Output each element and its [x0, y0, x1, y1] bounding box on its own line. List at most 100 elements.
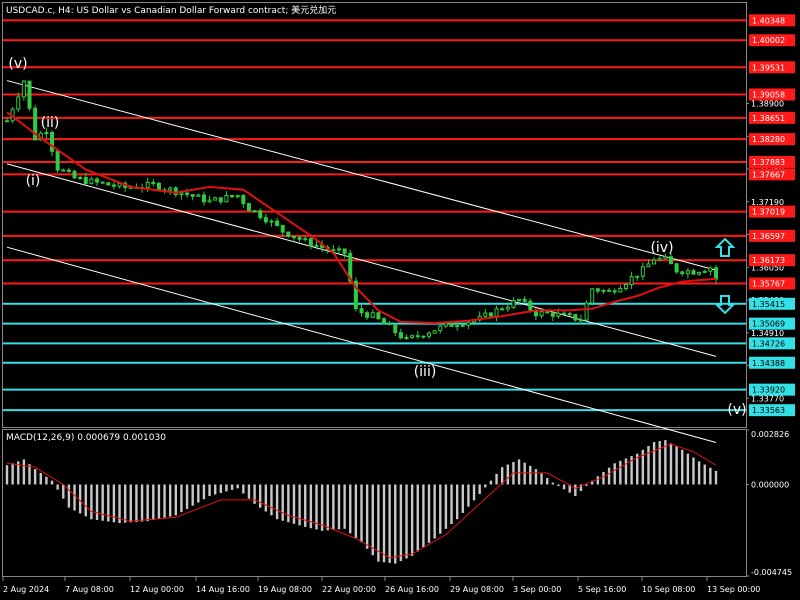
macd-bar	[208, 484, 211, 497]
candle-body	[466, 321, 471, 326]
macd-bar	[568, 484, 571, 493]
price-tick-label: 1.37190	[751, 198, 784, 207]
candle-body	[308, 238, 313, 247]
macd-bar	[213, 484, 217, 495]
macd-bar	[140, 484, 144, 522]
macd-bar	[230, 484, 234, 490]
macd-bar	[422, 484, 425, 548]
candle-body	[657, 257, 662, 261]
macd-bar	[636, 453, 639, 485]
macd-bar	[641, 449, 645, 485]
candle-body	[449, 322, 454, 327]
candle-body	[263, 217, 268, 223]
macd-bar	[5, 465, 9, 485]
candle-body	[646, 263, 651, 268]
support-price-label: 1.33563	[749, 404, 795, 417]
candle-body	[511, 300, 516, 308]
candle-body	[674, 263, 679, 273]
macd-bar	[382, 484, 386, 563]
macd-bar	[562, 484, 566, 490]
candle-body	[179, 192, 184, 195]
candle-body	[708, 267, 713, 272]
macd-bar	[247, 484, 251, 499]
candle-body	[443, 322, 448, 327]
macd-bar	[129, 484, 132, 523]
wave-label: (v)	[8, 56, 27, 72]
macd-bar	[506, 464, 510, 485]
wave-label: (v)	[727, 402, 746, 418]
macd-bar	[613, 463, 616, 485]
macd-bar	[180, 484, 183, 513]
macd-bar	[703, 464, 706, 485]
resistance-price-box	[749, 133, 795, 146]
candle-body	[241, 195, 246, 205]
candle-body	[697, 271, 702, 275]
macd-bar	[337, 484, 341, 530]
macd-tick-label: -0.004745	[751, 568, 792, 577]
chart-title: USDCAD.c, H4: US Dollar vs Canadian Doll…	[6, 4, 336, 16]
resistance-price-box	[749, 277, 795, 290]
candle-body	[89, 178, 94, 184]
candle-body	[488, 312, 493, 317]
macd-bar	[107, 484, 110, 522]
macd-bar	[242, 484, 245, 494]
candle-body	[50, 131, 55, 152]
macd-bar	[191, 484, 194, 506]
time-axis: 2 Aug 2024 7 Aug 08:00 12 Aug 00:00 14 Aug …	[2, 577, 760, 594]
candle-body	[348, 252, 353, 282]
macd-title: MACD(12,26,9) 0.000679 0.001030	[6, 433, 166, 443]
candle-body	[201, 194, 206, 203]
candle-body	[145, 181, 150, 189]
resistance-price-label: 1.38651	[749, 111, 795, 124]
macd-bar	[489, 480, 493, 485]
candle-body	[33, 107, 38, 141]
macd-tick-label: 0.002826	[751, 430, 789, 439]
candle-body	[387, 323, 392, 326]
macd-bar	[596, 476, 600, 485]
macd-bar	[354, 484, 358, 538]
candle-body	[291, 236, 296, 239]
macd-bar	[118, 484, 121, 524]
wave-label: (ii)	[41, 115, 60, 131]
macd-bar	[534, 469, 538, 485]
macd-axis: 0.002826 0.000000 -0.004745	[746, 429, 792, 577]
candle-body	[365, 312, 370, 318]
time-tick-label: 29 Aug 08:00	[450, 585, 504, 594]
candle-body	[336, 248, 341, 251]
macd-bar	[168, 484, 172, 517]
resistance-price-box	[749, 168, 795, 181]
macd-bar	[62, 484, 65, 499]
main-panel-frame	[2, 2, 747, 428]
macd-bar	[461, 484, 464, 513]
candle-body	[691, 270, 696, 275]
macd-bar	[630, 456, 633, 485]
wave-labels: (v) (ii) (i) (iii) (iv) (v)	[8, 56, 746, 418]
candle-body	[595, 288, 600, 292]
candle-body	[370, 312, 375, 318]
candle-body	[573, 314, 578, 321]
candle-body	[505, 306, 510, 310]
resistance-price-box	[749, 254, 795, 267]
support-price-box	[749, 356, 795, 369]
resistance-price-label: 1.40348	[749, 14, 795, 27]
resistance-price-text: 1.36173	[752, 256, 785, 265]
candle-body	[635, 275, 640, 278]
macd-bar	[444, 484, 448, 529]
candle-body	[685, 270, 690, 275]
macd-bar	[33, 469, 37, 485]
macd-bar	[545, 478, 549, 485]
candle-body	[359, 308, 364, 314]
candle-body	[342, 248, 347, 254]
candle-body	[494, 308, 499, 317]
channel-line	[6, 163, 717, 357]
candle-body	[539, 311, 544, 317]
macd-bar	[174, 484, 178, 516]
candle-body	[404, 336, 409, 339]
candle-body	[578, 319, 583, 322]
macd-bar	[478, 484, 481, 495]
macd-panel-frame	[2, 429, 747, 577]
support-price-text: 1.34388	[752, 359, 785, 368]
macd-signal-line	[6, 443, 717, 559]
macd-bar	[602, 471, 605, 485]
macd-bar	[253, 484, 256, 504]
